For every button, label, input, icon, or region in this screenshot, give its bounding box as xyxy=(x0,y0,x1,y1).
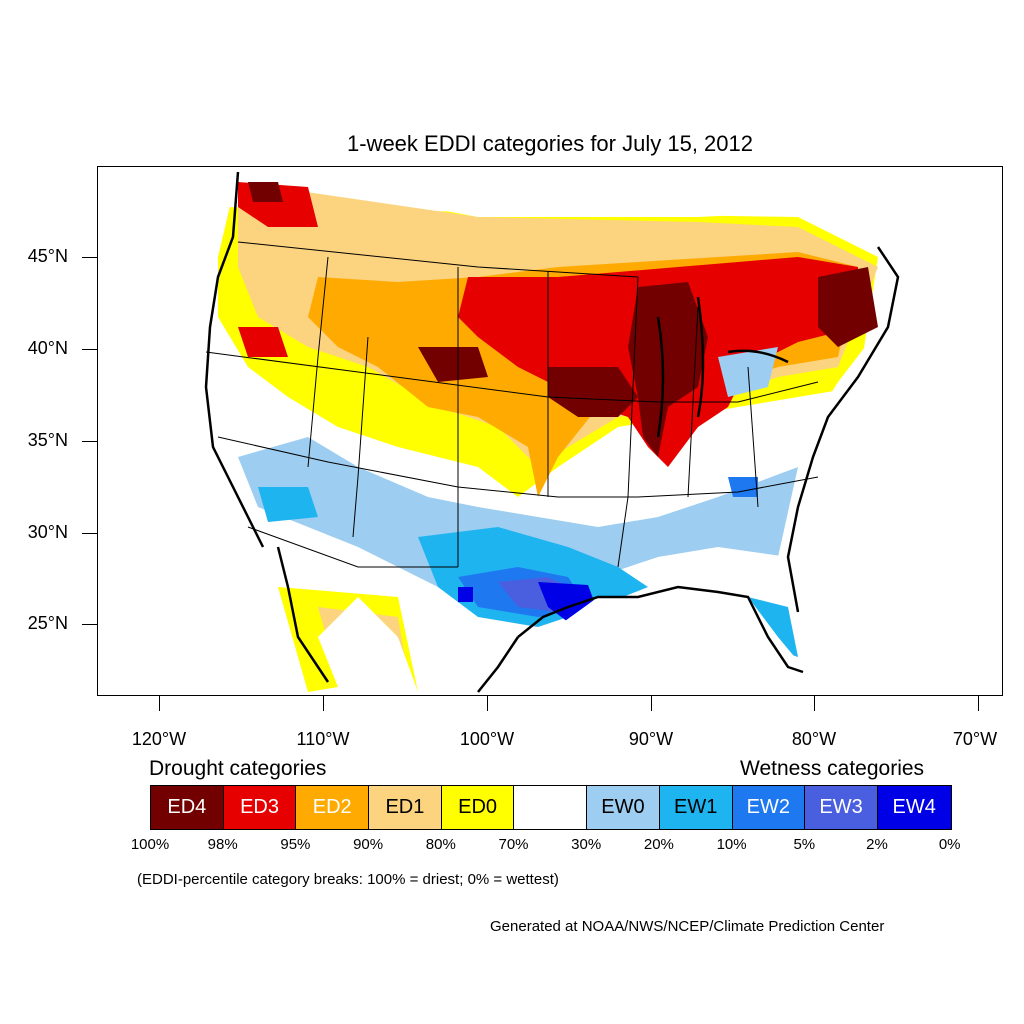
credit-line: Generated at NOAA/NWS/NCEP/Climate Predi… xyxy=(490,918,885,935)
percentile-break-label: 98% xyxy=(207,836,238,853)
lat-tick xyxy=(82,533,97,534)
percentile-break-label: 100% xyxy=(130,836,170,853)
map-frame xyxy=(97,166,1003,696)
lon-label-110: 110°W xyxy=(296,729,350,749)
percentile-break-label: 80% xyxy=(425,836,456,853)
legend-swatch-neutral xyxy=(514,786,588,829)
eddi-map xyxy=(203,171,900,693)
percentile-break-label: 5% xyxy=(793,836,816,853)
lat-label-30: 30°N xyxy=(27,522,68,542)
percentile-break-label: 30% xyxy=(571,836,602,853)
legend-swatch-ew4: EW4 xyxy=(877,786,951,829)
lon-label-90: 90°W xyxy=(628,729,674,749)
lon-tick xyxy=(487,696,488,711)
lon-tick xyxy=(159,696,160,711)
lat-tick xyxy=(82,257,97,258)
drought-heading: Drought categories xyxy=(149,757,327,780)
wetness-heading: Wetness categories xyxy=(740,757,925,780)
legend-swatch-ed1: ED1 xyxy=(369,786,442,829)
percentile-break-label: 90% xyxy=(353,836,384,853)
legend-swatch-ew0: EW0 xyxy=(587,786,660,829)
category-note: (EDDI-percentile category breaks: 100% =… xyxy=(137,871,559,888)
lat-label-35: 35°N xyxy=(27,430,68,450)
lon-tick xyxy=(814,696,815,711)
lon-tick xyxy=(978,696,979,711)
percentile-break-label: 2% xyxy=(866,836,888,853)
percentile-break-label: 10% xyxy=(716,836,747,853)
lat-label-45: 45°N xyxy=(27,246,68,266)
lon-label-80: 80°W xyxy=(791,729,837,749)
percentile-break-label: 70% xyxy=(498,836,529,853)
lon-tick xyxy=(651,696,652,711)
legend-swatch-ew1: EW1 xyxy=(659,786,733,829)
lon-tick xyxy=(323,696,324,711)
lat-label-40: 40°N xyxy=(27,338,68,358)
percentile-break-label: 95% xyxy=(280,836,311,853)
legend-swatch-ed0: ED0 xyxy=(441,786,515,829)
lon-label-100: 100°W xyxy=(459,729,515,749)
lon-label-120: 120°W xyxy=(131,729,187,749)
lon-label-70: 70°W xyxy=(952,729,998,749)
lat-label-25: 25°N xyxy=(27,613,68,633)
legend-swatch-ed4: ED4 xyxy=(151,786,224,829)
percentile-break-label: 0% xyxy=(938,836,961,853)
lat-tick xyxy=(82,441,97,442)
lat-tick xyxy=(82,624,97,625)
percentile-break-label: 20% xyxy=(643,836,674,853)
lat-tick xyxy=(82,349,97,350)
legend-swatch-ed2: ED2 xyxy=(296,786,370,829)
legend-swatch-ew3: EW3 xyxy=(805,786,878,829)
legend-swatch-ed3: ED3 xyxy=(223,786,297,829)
map-title: 1-week EDDI categories for July 15, 2012 xyxy=(347,131,753,156)
legend-swatch-ew2: EW2 xyxy=(732,786,806,829)
category-legend: ED4 ED3 ED2 ED1 ED0 EW0 EW1 EW2 EW3 EW4 xyxy=(150,785,952,830)
